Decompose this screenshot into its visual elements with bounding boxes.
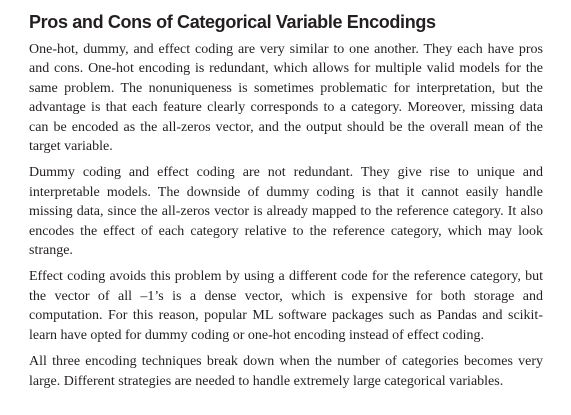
paragraph-effect-coding: Effect coding avoids this problem by usi…: [29, 269, 543, 343]
paragraph-one-hot-overview: One-hot, dummy, and effect coding are ve…: [29, 42, 543, 155]
paragraph-dummy-coding: Dummy coding and effect coding are not r…: [29, 165, 543, 259]
paragraph-large-categories: All three encoding techniques break down…: [29, 354, 543, 389]
section-heading: Pros and Cons of Categorical Variable En…: [29, 12, 436, 32]
